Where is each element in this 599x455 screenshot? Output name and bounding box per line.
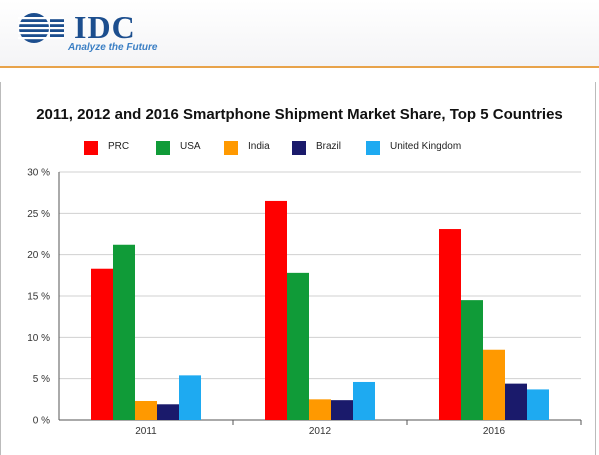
bar-united-kingdom-2012: [353, 381, 375, 420]
bar-prc-2011: [91, 268, 113, 420]
bar-india-2012: [309, 399, 331, 420]
legend-label-usa: USA: [180, 141, 201, 152]
bar-brazil-2011: [157, 404, 179, 420]
header-bar: IDC Analyze the Future: [0, 0, 599, 68]
idc-logo: IDC Analyze the Future: [16, 9, 158, 58]
x-tick-label: 2012: [309, 426, 332, 437]
y-tick-label: 10 %: [27, 333, 50, 344]
bar-united-kingdom-2011: [179, 375, 201, 420]
chart-panel: [0, 82, 596, 455]
legend-swatch-brazil: [292, 141, 306, 155]
bar-brazil-2016: [505, 383, 527, 420]
logo-tagline: Analyze the Future: [68, 42, 158, 53]
legend-label-brazil: Brazil: [316, 141, 342, 152]
y-tick-label: 15 %: [27, 292, 50, 303]
y-tick-label: 20 %: [27, 250, 50, 261]
x-tick-label: 2011: [135, 426, 157, 437]
bar-prc-2012: [265, 200, 287, 420]
bar-india-2011: [135, 400, 157, 420]
y-tick-label: 5 %: [33, 374, 50, 385]
bar-usa-2011: [113, 244, 135, 420]
bar-usa-2012: [287, 272, 309, 420]
legend-swatch-usa: [156, 141, 170, 155]
chart-title: 2011, 2012 and 2016 Smartphone Shipment …: [36, 106, 563, 123]
legend-swatch-prc: [84, 141, 98, 155]
globe-icon: [18, 13, 64, 43]
bar-brazil-2012: [331, 400, 353, 420]
bar-prc-2016: [439, 229, 461, 420]
x-tick-label: 2016: [483, 426, 506, 437]
bar-united-kingdom-2016: [527, 389, 549, 420]
legend-label-united-kingdom: United Kingdom: [390, 141, 462, 152]
legend-label-prc: PRC: [108, 141, 130, 152]
bar-india-2016: [483, 349, 505, 420]
y-tick-label: 25 %: [27, 209, 50, 220]
logo-text: IDC: [74, 9, 136, 45]
legend-label-india: India: [248, 141, 270, 152]
y-tick-label: 30 %: [27, 168, 50, 179]
bar-usa-2016: [461, 300, 483, 420]
legend-swatch-india: [224, 141, 238, 155]
y-tick-label: 0 %: [33, 416, 50, 427]
legend-swatch-united-kingdom: [366, 141, 380, 155]
